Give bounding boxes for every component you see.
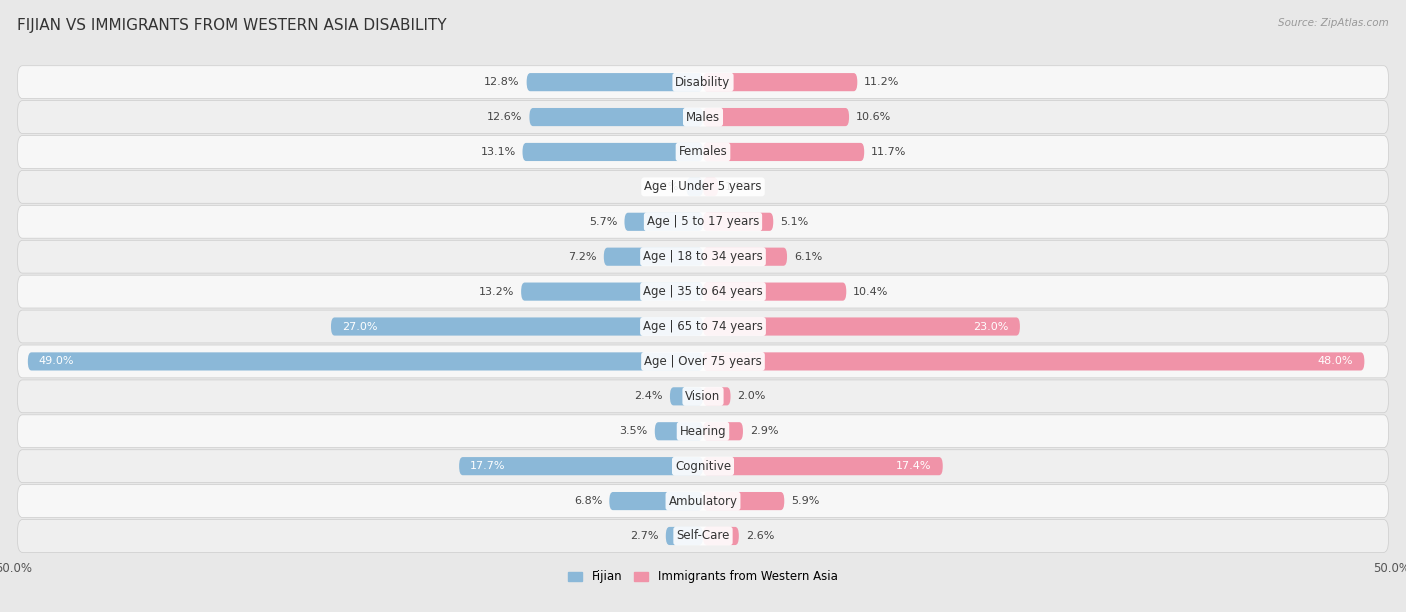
Text: 12.6%: 12.6% bbox=[486, 112, 523, 122]
FancyBboxPatch shape bbox=[703, 422, 742, 440]
FancyBboxPatch shape bbox=[522, 283, 703, 300]
FancyBboxPatch shape bbox=[17, 415, 1389, 447]
Text: FIJIAN VS IMMIGRANTS FROM WESTERN ASIA DISABILITY: FIJIAN VS IMMIGRANTS FROM WESTERN ASIA D… bbox=[17, 18, 447, 34]
FancyBboxPatch shape bbox=[17, 171, 1389, 203]
FancyBboxPatch shape bbox=[703, 283, 846, 300]
FancyBboxPatch shape bbox=[17, 310, 1389, 343]
FancyBboxPatch shape bbox=[28, 353, 703, 370]
Text: Self-Care: Self-Care bbox=[676, 529, 730, 542]
Text: 5.7%: 5.7% bbox=[589, 217, 617, 227]
Text: 5.1%: 5.1% bbox=[780, 217, 808, 227]
Text: 13.1%: 13.1% bbox=[481, 147, 516, 157]
Text: 10.6%: 10.6% bbox=[856, 112, 891, 122]
Text: Vision: Vision bbox=[685, 390, 721, 403]
FancyBboxPatch shape bbox=[609, 492, 703, 510]
FancyBboxPatch shape bbox=[603, 248, 703, 266]
Text: 6.1%: 6.1% bbox=[794, 252, 823, 262]
Text: 49.0%: 49.0% bbox=[39, 356, 75, 367]
Text: 13.2%: 13.2% bbox=[479, 286, 515, 297]
FancyBboxPatch shape bbox=[527, 73, 703, 91]
Text: 17.7%: 17.7% bbox=[470, 461, 506, 471]
Text: 12.8%: 12.8% bbox=[484, 77, 520, 87]
FancyBboxPatch shape bbox=[703, 248, 787, 266]
Text: Cognitive: Cognitive bbox=[675, 460, 731, 472]
Text: Age | 5 to 17 years: Age | 5 to 17 years bbox=[647, 215, 759, 228]
FancyBboxPatch shape bbox=[523, 143, 703, 161]
FancyBboxPatch shape bbox=[17, 520, 1389, 553]
Text: 27.0%: 27.0% bbox=[342, 321, 377, 332]
FancyBboxPatch shape bbox=[666, 527, 703, 545]
Text: 2.0%: 2.0% bbox=[738, 391, 766, 401]
FancyBboxPatch shape bbox=[703, 353, 1364, 370]
Text: 48.0%: 48.0% bbox=[1317, 356, 1354, 367]
FancyBboxPatch shape bbox=[703, 108, 849, 126]
FancyBboxPatch shape bbox=[655, 422, 703, 440]
Text: 2.6%: 2.6% bbox=[745, 531, 775, 541]
Text: 7.2%: 7.2% bbox=[568, 252, 598, 262]
FancyBboxPatch shape bbox=[530, 108, 703, 126]
FancyBboxPatch shape bbox=[703, 527, 738, 545]
FancyBboxPatch shape bbox=[17, 100, 1389, 133]
FancyBboxPatch shape bbox=[17, 380, 1389, 412]
Text: Age | Under 5 years: Age | Under 5 years bbox=[644, 181, 762, 193]
Text: Disability: Disability bbox=[675, 76, 731, 89]
Text: 3.5%: 3.5% bbox=[620, 426, 648, 436]
FancyBboxPatch shape bbox=[703, 73, 858, 91]
FancyBboxPatch shape bbox=[703, 143, 865, 161]
FancyBboxPatch shape bbox=[703, 387, 731, 405]
FancyBboxPatch shape bbox=[703, 492, 785, 510]
Legend: Fijian, Immigrants from Western Asia: Fijian, Immigrants from Western Asia bbox=[564, 565, 842, 588]
Text: Males: Males bbox=[686, 111, 720, 124]
Text: 10.4%: 10.4% bbox=[853, 286, 889, 297]
Text: Age | 18 to 34 years: Age | 18 to 34 years bbox=[643, 250, 763, 263]
Text: Ambulatory: Ambulatory bbox=[668, 494, 738, 507]
FancyBboxPatch shape bbox=[17, 241, 1389, 273]
Text: 23.0%: 23.0% bbox=[973, 321, 1010, 332]
Text: 2.4%: 2.4% bbox=[634, 391, 664, 401]
Text: 2.9%: 2.9% bbox=[749, 426, 779, 436]
FancyBboxPatch shape bbox=[330, 318, 703, 335]
FancyBboxPatch shape bbox=[460, 457, 703, 476]
FancyBboxPatch shape bbox=[686, 178, 703, 196]
Text: Hearing: Hearing bbox=[679, 425, 727, 438]
Text: 2.7%: 2.7% bbox=[630, 531, 659, 541]
Text: 1.2%: 1.2% bbox=[651, 182, 679, 192]
FancyBboxPatch shape bbox=[17, 450, 1389, 482]
FancyBboxPatch shape bbox=[703, 178, 718, 196]
FancyBboxPatch shape bbox=[17, 135, 1389, 168]
Text: Females: Females bbox=[679, 146, 727, 159]
FancyBboxPatch shape bbox=[17, 345, 1389, 378]
Text: 11.7%: 11.7% bbox=[872, 147, 907, 157]
FancyBboxPatch shape bbox=[703, 457, 943, 476]
FancyBboxPatch shape bbox=[17, 275, 1389, 308]
Text: 1.1%: 1.1% bbox=[725, 182, 754, 192]
Text: Age | Over 75 years: Age | Over 75 years bbox=[644, 355, 762, 368]
Text: 6.8%: 6.8% bbox=[574, 496, 602, 506]
Text: Source: ZipAtlas.com: Source: ZipAtlas.com bbox=[1278, 18, 1389, 28]
Text: 5.9%: 5.9% bbox=[792, 496, 820, 506]
FancyBboxPatch shape bbox=[703, 213, 773, 231]
Text: 17.4%: 17.4% bbox=[896, 461, 932, 471]
FancyBboxPatch shape bbox=[624, 213, 703, 231]
FancyBboxPatch shape bbox=[669, 387, 703, 405]
FancyBboxPatch shape bbox=[17, 206, 1389, 238]
Text: Age | 35 to 64 years: Age | 35 to 64 years bbox=[643, 285, 763, 298]
Text: Age | 65 to 74 years: Age | 65 to 74 years bbox=[643, 320, 763, 333]
FancyBboxPatch shape bbox=[703, 318, 1019, 335]
FancyBboxPatch shape bbox=[17, 485, 1389, 518]
Text: 11.2%: 11.2% bbox=[865, 77, 900, 87]
FancyBboxPatch shape bbox=[17, 65, 1389, 99]
